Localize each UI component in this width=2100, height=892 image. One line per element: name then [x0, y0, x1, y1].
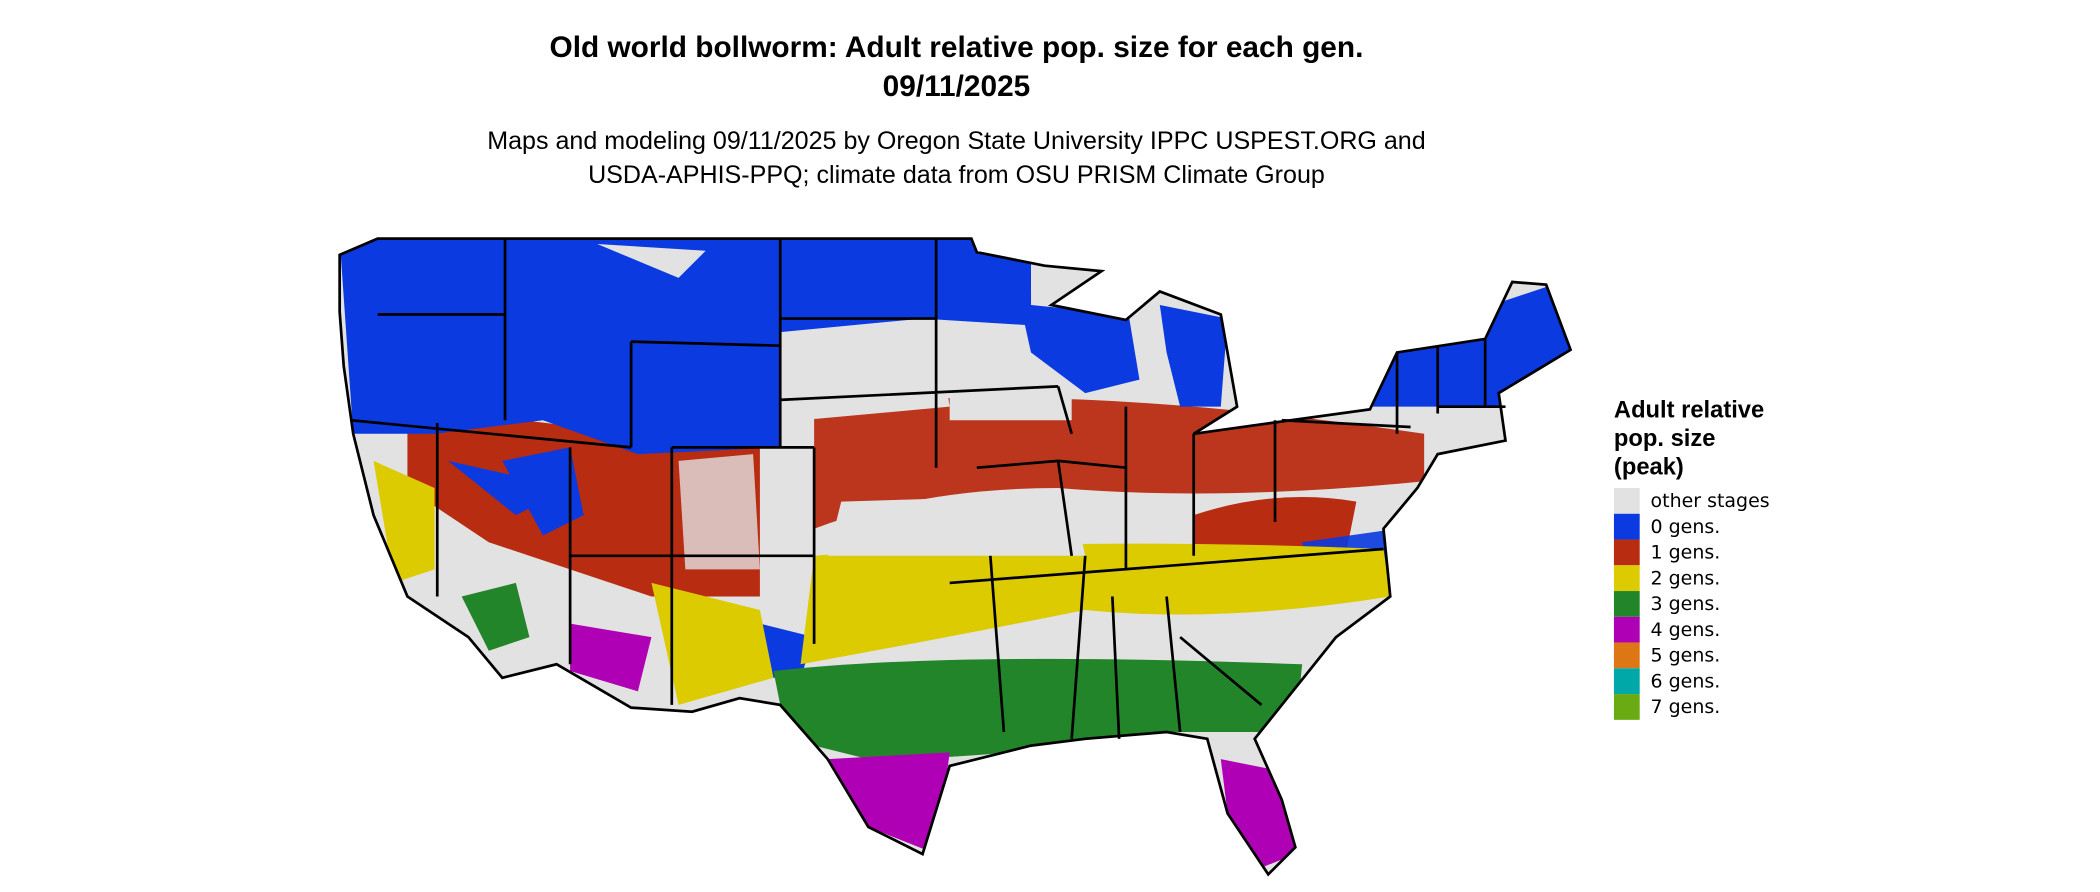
zone	[380, 244, 476, 292]
zone	[827, 494, 1086, 556]
legend-swatch	[1613, 616, 1640, 643]
legend-swatch	[1613, 668, 1640, 695]
zone	[1159, 305, 1228, 407]
legend-title: (peak)	[1614, 454, 1684, 480]
zone	[651, 345, 760, 434]
zone	[1220, 759, 1296, 868]
legend-label: 7 gens.	[1651, 696, 1721, 718]
zone	[448, 298, 679, 516]
us-outline	[338, 237, 1573, 877]
legend-label: 1 gens.	[1651, 542, 1721, 564]
zone	[678, 454, 760, 570]
subtitle: USDA-APHIS-PPQ; climate data from OSU PR…	[588, 161, 1325, 189]
legend-label: 4 gens.	[1651, 619, 1721, 641]
legend-title: Adult relative	[1614, 398, 1764, 424]
zone	[949, 386, 1072, 421]
legend-label: 2 gens.	[1651, 567, 1721, 589]
zone	[773, 658, 1303, 760]
zone	[355, 338, 449, 407]
legend-label: 5 gens.	[1651, 645, 1721, 667]
legend-title: pop. size	[1614, 426, 1715, 452]
zone	[651, 582, 774, 705]
us-map	[338, 237, 1573, 877]
legend-label: 6 gens.	[1651, 670, 1721, 692]
zone	[461, 582, 530, 651]
zone	[787, 325, 950, 421]
zone	[814, 397, 1425, 529]
legend: Adult relative pop. size (peak) other st…	[1613, 398, 1770, 720]
legend-label: 0 gens.	[1651, 516, 1721, 538]
subtitle: Maps and modeling 09/11/2025 by Oregon S…	[487, 127, 1425, 155]
legend-swatch	[1613, 539, 1640, 566]
legend-swatch	[1613, 694, 1640, 720]
legend-swatch	[1613, 488, 1640, 514]
legend-swatch	[1613, 513, 1640, 540]
title: 09/11/2025	[883, 70, 1031, 103]
zone	[780, 238, 1032, 333]
zone	[800, 543, 1391, 665]
zone	[502, 447, 584, 536]
state-borders	[350, 238, 1506, 739]
legend-label: other stages	[1651, 490, 1770, 512]
title: Old world bollworm: Adult relative pop. …	[550, 31, 1364, 64]
zone	[827, 752, 950, 855]
legend-swatch	[1613, 591, 1640, 617]
legend-swatch	[1613, 565, 1640, 592]
legend-swatch	[1613, 642, 1640, 669]
zone	[570, 623, 652, 692]
legend-label: 3 gens.	[1651, 593, 1721, 615]
